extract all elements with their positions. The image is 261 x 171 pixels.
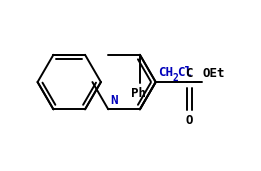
Text: N: N xyxy=(110,94,118,107)
Text: C: C xyxy=(185,67,193,80)
Text: OEt: OEt xyxy=(203,67,225,80)
Text: Cl: Cl xyxy=(177,66,193,79)
Text: Ph: Ph xyxy=(131,87,146,100)
Text: 2: 2 xyxy=(173,73,179,83)
Text: CH: CH xyxy=(158,66,173,79)
Text: O: O xyxy=(186,114,193,127)
